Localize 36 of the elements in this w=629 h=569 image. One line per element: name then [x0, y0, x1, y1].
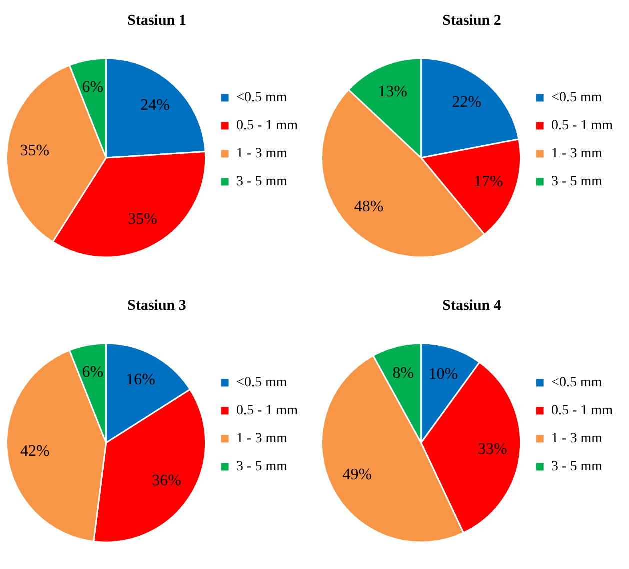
legend-label: 1 - 3 mm [552, 146, 603, 162]
legend-label: 0.5 - 1 mm [552, 404, 614, 419]
legend-label: <0.5 mm [552, 376, 602, 391]
chart-title: Stasiun 2 [442, 12, 502, 29]
data-label: 10% [428, 366, 458, 384]
data-label: 33% [478, 440, 508, 458]
data-label: 24% [140, 96, 170, 114]
data-label: 6% [82, 364, 104, 381]
data-label: 22% [452, 94, 482, 111]
legend-label: 3 - 5 mm [552, 460, 603, 475]
legend-label: 1 - 3 mm [236, 432, 288, 447]
data-label: 49% [342, 466, 372, 484]
legend-label: 0.5 - 1 mm [236, 118, 298, 134]
legend-label: 0.5 - 1 mm [552, 118, 614, 134]
data-label: 8% [392, 364, 414, 382]
data-label: 13% [378, 83, 408, 100]
data-label: 16% [126, 371, 156, 388]
data-label: 17% [474, 173, 504, 190]
data-label: 36% [152, 472, 182, 490]
data-label: 6% [82, 78, 104, 96]
legend-label: <0.5 mm [236, 90, 288, 106]
data-label: 42% [20, 443, 50, 460]
chart-title: Stasiun 3 [128, 298, 186, 314]
data-label: 48% [354, 198, 384, 216]
legend-label: <0.5 mm [552, 90, 602, 106]
data-label: 35% [20, 142, 50, 160]
chart-title: Stasiun 1 [128, 12, 186, 29]
legend-label: 3 - 5 mm [552, 174, 603, 190]
legend-label: 1 - 3 mm [236, 146, 288, 162]
legend-label: 1 - 3 mm [552, 432, 603, 447]
legend-label: 0.5 - 1 mm [236, 404, 298, 419]
legend-label: 3 - 5 mm [236, 174, 288, 190]
legend-label: 3 - 5 mm [236, 460, 288, 475]
chart-title: Stasiun 4 [442, 298, 502, 314]
legend-label: <0.5 mm [236, 376, 288, 391]
data-label: 35% [128, 210, 158, 228]
